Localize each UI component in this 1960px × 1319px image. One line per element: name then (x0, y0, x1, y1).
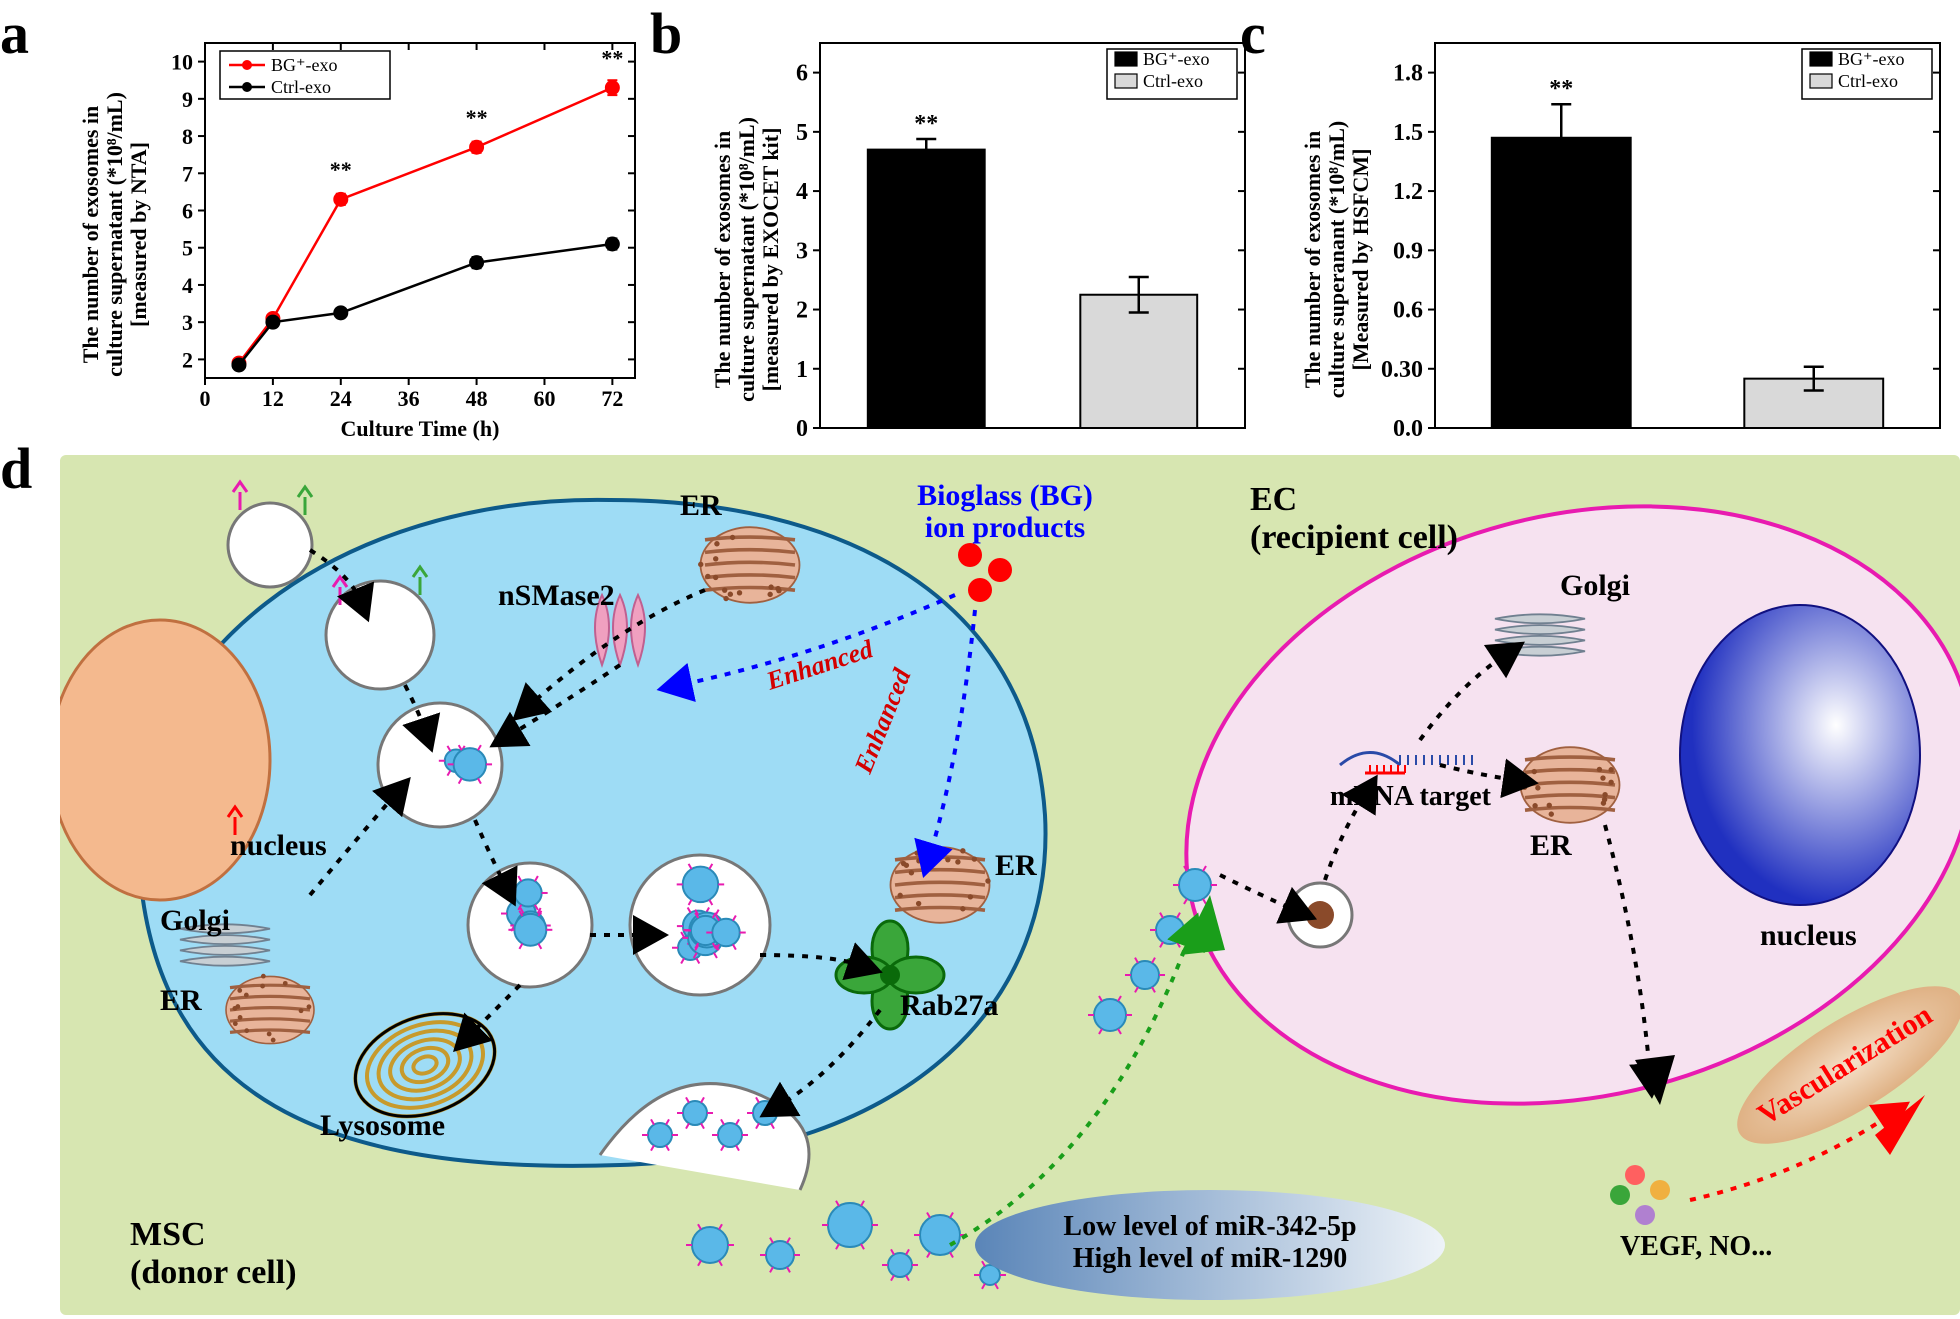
svg-text:10: 10 (171, 50, 193, 75)
svg-text:nucleus: nucleus (1760, 919, 1857, 952)
svg-text:1.8: 1.8 (1393, 61, 1423, 87)
svg-text:0.30: 0.30 (1381, 357, 1423, 383)
svg-text:1.5: 1.5 (1393, 120, 1423, 146)
svg-text:7: 7 (182, 161, 193, 186)
diagram-d: nucleus nucleus ER Golgi ER ER Lysosome nSMase2… (60, 455, 1960, 1315)
svg-text:Low level of miR-342-5p: Low level of miR-342-5p (1063, 1211, 1356, 1242)
svg-text:nSMase2: nSMase2 (498, 579, 615, 612)
svg-text:nucleus: nucleus (230, 829, 327, 862)
panel-label-d: d (0, 435, 32, 502)
svg-text:0: 0 (796, 416, 808, 442)
svg-text:12: 12 (262, 386, 284, 411)
svg-text:ER: ER (1530, 829, 1572, 862)
svg-text:High level of miR-1290: High level of miR-1290 (1073, 1243, 1348, 1274)
svg-text:The number of exosomes incultu: The number of exosomes inculture superan… (1300, 121, 1373, 399)
svg-text:Ctrl-exo: Ctrl-exo (1838, 71, 1898, 91)
svg-text:1.2: 1.2 (1393, 179, 1423, 205)
svg-text:3: 3 (796, 238, 808, 264)
svg-text:4: 4 (182, 273, 193, 298)
svg-text:4: 4 (796, 179, 808, 205)
svg-text:Bioglass (BG)ion products: Bioglass (BG)ion products (917, 479, 1093, 544)
svg-text:The number of exosomes incultu: The number of exosomes inculture superna… (710, 117, 783, 402)
svg-text:Culture Time (h): Culture Time (h) (341, 416, 500, 441)
svg-text:BG⁺-exo: BG⁺-exo (271, 55, 338, 75)
svg-text:48: 48 (466, 386, 488, 411)
svg-text:ER: ER (160, 984, 202, 1017)
svg-text:0: 0 (200, 386, 211, 411)
svg-text:EC(recipient cell): EC(recipient cell) (1250, 481, 1458, 556)
svg-text:6: 6 (796, 61, 808, 87)
svg-text:ER: ER (680, 489, 722, 522)
svg-text:**: ** (466, 105, 488, 130)
svg-text:Golgi: Golgi (1560, 569, 1630, 602)
svg-text:Ctrl-exo: Ctrl-exo (1143, 71, 1203, 91)
svg-text:The number of exosomes incultu: The number of exosomes inculture superna… (78, 92, 151, 377)
svg-text:MSC(donor cell): MSC(donor cell) (130, 1216, 297, 1291)
svg-text:8: 8 (182, 124, 193, 149)
chart-c: 0.0 0.30 0.6 0.9 1.2 1.5 1.8 The number of exos… (1270, 8, 1960, 453)
figure-root: a b c d 01224364860722345678910Culture T… (0, 0, 1960, 1319)
svg-text:**: ** (1549, 76, 1573, 102)
svg-text:6: 6 (182, 199, 193, 224)
svg-text:5: 5 (182, 236, 193, 261)
svg-text:9: 9 (182, 87, 193, 112)
svg-text:5: 5 (796, 120, 808, 146)
svg-text:3: 3 (182, 310, 193, 335)
svg-text:**: ** (330, 157, 352, 182)
svg-text:0.9: 0.9 (1393, 238, 1423, 264)
svg-text:Lysosome: Lysosome (320, 1109, 445, 1142)
svg-text:BG⁺-exo: BG⁺-exo (1838, 49, 1905, 69)
svg-text:1: 1 (796, 357, 808, 383)
svg-text:**: ** (601, 45, 623, 70)
svg-text:Rab27a: Rab27a (900, 989, 998, 1022)
svg-text:2: 2 (796, 298, 808, 324)
chart-a: 0 12 24 36 48 60 72 2 3 4 5 6 7 8 9 10 Culture Time (h) T… (30, 8, 660, 453)
svg-text:24: 24 (330, 386, 352, 411)
svg-text:VEGF, NO...: VEGF, NO... (1620, 1231, 1772, 1262)
svg-text:BG⁺-exo: BG⁺-exo (1143, 49, 1210, 69)
svg-text:2: 2 (182, 347, 193, 372)
svg-text:72: 72 (601, 386, 623, 411)
svg-text:**: ** (914, 111, 938, 137)
panel-label-a: a (0, 0, 29, 67)
svg-text:0.6: 0.6 (1393, 298, 1423, 324)
svg-text:mRNA target: mRNA target (1330, 781, 1492, 812)
svg-text:Ctrl-exo: Ctrl-exo (271, 77, 331, 97)
svg-text:ER: ER (995, 849, 1037, 882)
chart-b: 0 1 2 3 4 5 6 The number of exosomes inculture … (680, 8, 1265, 453)
svg-text:60: 60 (533, 386, 555, 411)
svg-text:36: 36 (398, 386, 420, 411)
svg-text:Golgi: Golgi (160, 904, 230, 937)
svg-text:0.0: 0.0 (1393, 416, 1423, 442)
